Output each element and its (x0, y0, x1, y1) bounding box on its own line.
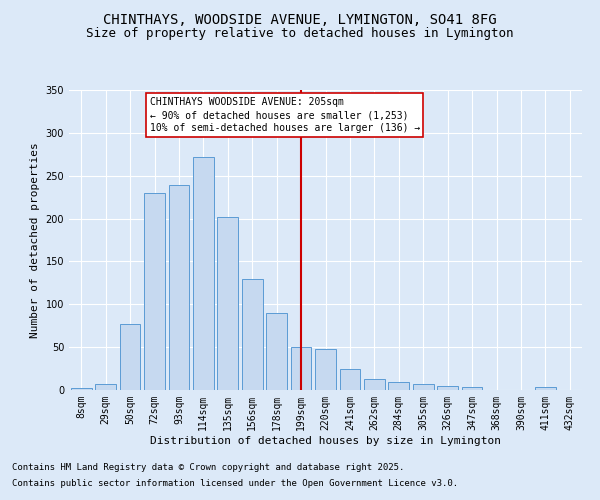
Bar (217, 217, 238, 390)
Bar (364, 379, 385, 390)
Text: Contains HM Land Registry data © Crown copyright and database right 2025.: Contains HM Land Registry data © Crown c… (12, 464, 404, 472)
Bar (461, 386, 482, 390)
Bar (169, 185, 190, 390)
Bar (71, 388, 92, 390)
Bar (388, 382, 409, 390)
Text: CHINTHAYS, WOODSIDE AVENUE, LYMINGTON, SO41 8FG: CHINTHAYS, WOODSIDE AVENUE, LYMINGTON, S… (103, 12, 497, 26)
Bar (242, 278, 263, 390)
Bar (119, 324, 140, 390)
Bar (437, 386, 458, 390)
Bar (193, 157, 214, 390)
Bar (315, 349, 336, 390)
X-axis label: Distribution of detached houses by size in Lymington: Distribution of detached houses by size … (150, 436, 501, 446)
Text: CHINTHAYS WOODSIDE AVENUE: 205sqm
← 90% of detached houses are smaller (1,253)
1: CHINTHAYS WOODSIDE AVENUE: 205sqm ← 90% … (149, 97, 420, 134)
Bar (144, 193, 165, 390)
Bar (290, 347, 311, 390)
Text: Contains public sector information licensed under the Open Government Licence v3: Contains public sector information licen… (12, 478, 458, 488)
Text: Size of property relative to detached houses in Lymington: Size of property relative to detached ho… (86, 28, 514, 40)
Bar (413, 384, 434, 390)
Bar (266, 313, 287, 390)
Y-axis label: Number of detached properties: Number of detached properties (30, 142, 40, 338)
Bar (340, 368, 361, 390)
Bar (95, 384, 116, 390)
Bar (535, 388, 556, 390)
